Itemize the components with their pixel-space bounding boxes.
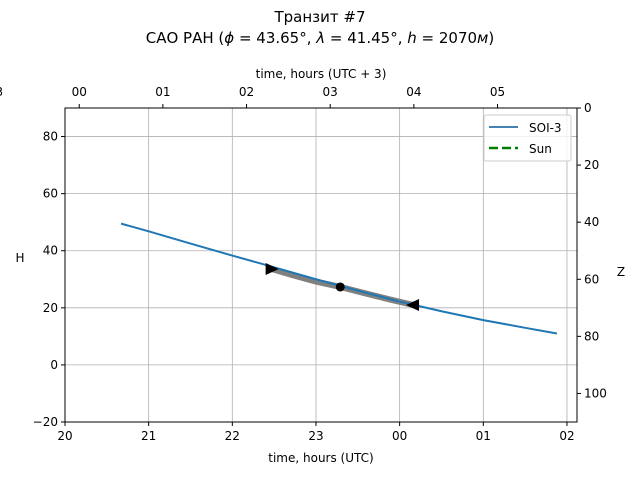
- chart-subtitle: САО РАН (ϕ = 43.65°, λ = 41.45°, h = 207…: [146, 29, 494, 47]
- x-top-axis-label: time, hours (UTC + 3): [256, 67, 387, 81]
- x-top-tick-label: 02: [239, 85, 254, 99]
- y-tick-label: 0: [50, 358, 58, 372]
- x-tick-label: 21: [141, 429, 156, 443]
- y-axis-label: H: [15, 251, 24, 265]
- transit-start-marker: [265, 262, 279, 275]
- legend-label-sun: Sun: [529, 142, 552, 156]
- y-tick-label: 20: [43, 301, 58, 315]
- z-tick-label: 0: [584, 101, 592, 115]
- x-top-tick-label: 04: [406, 85, 421, 99]
- x-tick-label: 23: [308, 429, 323, 443]
- x-tick-label: 01: [476, 429, 491, 443]
- series-line-soi3: [120, 222, 558, 335]
- y-tick-label: 80: [43, 130, 58, 144]
- legend: SOI-3 Sun: [483, 114, 572, 162]
- z-tick-label: 80: [584, 329, 599, 343]
- x-top-tick-label: 01: [155, 85, 170, 99]
- z-tick-label: 100: [584, 386, 607, 400]
- axis-ticks: 20 21 22 23 00 01 02 23 00 01 02 03 04 05 −20 0 20 40 60 80…: [0, 85, 607, 443]
- culmination-marker: [335, 282, 345, 292]
- plot-area: [120, 222, 558, 335]
- x-tick-label: 22: [225, 429, 240, 443]
- z-tick-label: 40: [584, 215, 599, 229]
- x-top-tick-label: 23: [0, 85, 3, 99]
- y-tick-label: −20: [33, 415, 58, 429]
- y-tick-label: 60: [43, 187, 58, 201]
- z-axis-label: Z: [617, 265, 625, 279]
- x-top-tick-label: 00: [72, 85, 87, 99]
- z-tick-label: 20: [584, 158, 599, 172]
- z-tick-label: 60: [584, 272, 599, 286]
- x-top-tick-label: 03: [323, 85, 338, 99]
- x-top-tick-label: 05: [490, 85, 505, 99]
- transit-end-marker: [406, 298, 420, 311]
- chart-title: Транзит #7: [273, 8, 365, 26]
- x-axis-label: time, hours (UTC): [268, 451, 373, 465]
- legend-label-soi3: SOI-3: [529, 121, 562, 135]
- y-tick-label: 40: [43, 244, 58, 258]
- x-tick-label: 00: [392, 429, 407, 443]
- x-tick-label: 02: [559, 429, 574, 443]
- axes-frame: [64, 107, 578, 423]
- x-tick-label: 20: [57, 429, 72, 443]
